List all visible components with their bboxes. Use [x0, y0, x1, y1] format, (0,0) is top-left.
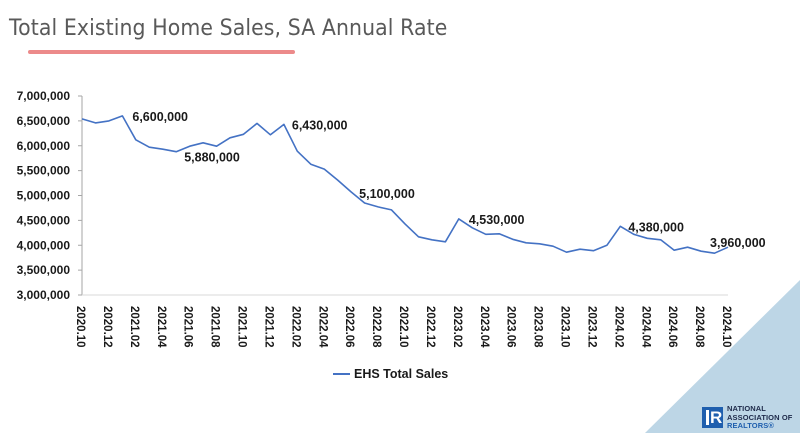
data-labels: 6,600,000 5,880,000 6,430,000 5,100,000 4,53… [132, 110, 765, 250]
y-tick-label: 6,500,000 [17, 114, 71, 128]
x-tick-label: 2022.12 [424, 306, 436, 348]
x-tick-label: 2024.04 [639, 306, 651, 348]
logo-line-3: REALTORS® [727, 421, 774, 430]
logo-line-2: ASSOCIATION OF [727, 412, 793, 422]
x-tick-label: 2021.10 [236, 306, 248, 348]
legend: EHS Total Sales [333, 367, 448, 381]
data-label: 4,530,000 [469, 213, 525, 227]
x-tick-label: 2022.06 [343, 306, 355, 348]
x-tick-label: 2020.12 [101, 306, 113, 348]
y-tick-label: 6,000,000 [17, 139, 71, 153]
data-label: 6,600,000 [132, 110, 188, 124]
logo-mark-letter: R [710, 408, 723, 428]
x-tick-label: 2022.02 [289, 306, 301, 348]
x-tick-label: 2021.02 [128, 306, 140, 348]
x-tick-label: 2021.04 [155, 306, 167, 348]
logo-line-1: NATIONAL [727, 404, 766, 413]
data-label: 5,880,000 [184, 151, 240, 165]
y-tick-label: 3,500,000 [17, 263, 71, 277]
series-group [81, 115, 729, 254]
y-tick-label: 4,500,000 [17, 213, 71, 227]
y-tick-label: 5,000,000 [17, 189, 71, 203]
x-tick-label: 2021.12 [262, 306, 274, 348]
x-tick-label: 2023.06 [505, 306, 517, 348]
page-title: Total Existing Home Sales, SA Annual Rat… [9, 16, 448, 41]
x-tick-label: 2020.10 [74, 306, 86, 348]
x-tick-label: 2023.10 [559, 306, 571, 348]
legend-label: EHS Total Sales [354, 367, 449, 381]
corner-triangle [645, 280, 800, 433]
data-label: 5,100,000 [359, 187, 415, 201]
data-label: 4,380,000 [628, 220, 684, 234]
data-label: 6,430,000 [292, 118, 348, 132]
y-tick-label: 3,000,000 [17, 288, 71, 302]
x-tick-label: 2022.10 [397, 306, 409, 348]
y-tick-label: 5,500,000 [17, 164, 71, 178]
x-tick-label: 2023.04 [478, 306, 490, 348]
logo-text: NATIONAL ASSOCIATION OF REALTORS® [727, 404, 793, 431]
title-underline [28, 50, 295, 54]
x-tick-label: 2024.06 [666, 306, 678, 348]
y-axis: 3,000,000 3,500,000 4,000,000 4,500,000 5,00… [17, 89, 83, 302]
x-tick-label: 2024.08 [693, 306, 705, 348]
x-tick-label: 2024.10 [720, 306, 732, 348]
x-tick-label: 2023.02 [451, 306, 463, 348]
x-tick-label: 2024.02 [612, 306, 624, 348]
y-tick-label: 7,000,000 [17, 89, 71, 103]
x-tick-label: 2022.04 [316, 306, 328, 348]
y-tick-label: 4,000,000 [17, 238, 71, 252]
x-tick-label: 2021.08 [209, 306, 221, 348]
nar-logo: R NATIONAL ASSOCIATION OF REALTORS® [702, 404, 793, 431]
realtor-r-icon: R [702, 407, 723, 429]
x-tick-label: 2023.12 [585, 306, 597, 348]
x-axis: 2020.10 2020.12 2021.02 2021.04 2021.06 2021.… [74, 294, 732, 348]
series-line-ehs-total-sales [81, 115, 729, 254]
legend-swatch [333, 373, 350, 375]
x-tick-label: 2022.08 [370, 306, 382, 348]
data-label: 3,960,000 [710, 236, 766, 250]
x-tick-label: 2023.08 [532, 306, 544, 348]
x-tick-label: 2021.06 [182, 306, 194, 348]
